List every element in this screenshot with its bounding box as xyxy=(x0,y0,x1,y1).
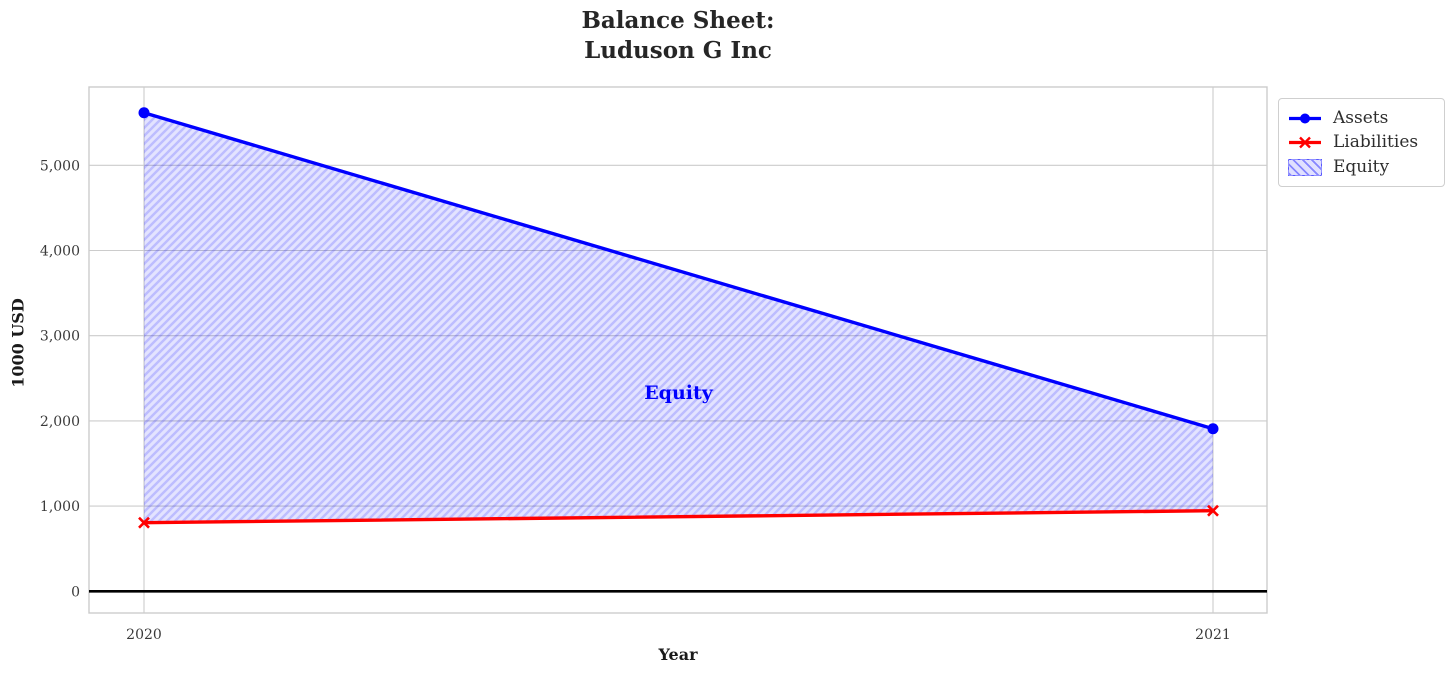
legend-item-equity: Equity xyxy=(1288,155,1436,179)
x-tick-label: 2020 xyxy=(126,627,162,643)
assets-marker xyxy=(138,107,150,119)
y-tick-label: 4,000 xyxy=(40,244,80,260)
y-axis-label: 1000 USD xyxy=(8,298,28,388)
assets-marker xyxy=(1207,423,1219,435)
y-tick-label: 1,000 xyxy=(40,499,80,515)
assets-line-icon xyxy=(1289,113,1321,123)
legend-label-liabilities: Liabilities xyxy=(1333,132,1419,152)
liabilities-line xyxy=(142,509,1215,525)
liabilities-marker xyxy=(1207,504,1219,517)
x-tick-label: 2021 xyxy=(1195,627,1231,643)
y-tick-label: 0 xyxy=(71,584,80,600)
equity-area-hatch xyxy=(144,112,1213,523)
equity-area-annotation: Equity xyxy=(644,381,713,404)
liabilities-line-icon xyxy=(1289,136,1321,149)
legend-item-liabilities: Liabilities xyxy=(1288,131,1436,155)
plot-border xyxy=(88,86,1268,614)
equity-hatch-icon xyxy=(1288,158,1322,176)
legend-label-assets: Assets xyxy=(1333,107,1389,128)
y-tick-label: 5,000 xyxy=(40,158,80,174)
chart-title-line1: Balance Sheet: xyxy=(581,7,775,34)
legend-item-assets: Assets xyxy=(1288,106,1436,130)
y-tick-label: 3,000 xyxy=(40,329,80,345)
x-axis-label: Year xyxy=(658,645,698,664)
y-tick-label: 2,000 xyxy=(40,414,80,430)
chart-legend: Assets Liabilities Equity xyxy=(1278,98,1445,187)
chart-title-line2: Luduson G Inc xyxy=(584,37,772,64)
legend-label-equity: Equity xyxy=(1333,156,1390,177)
liabilities-marker xyxy=(138,516,150,529)
assets-line xyxy=(142,111,1215,431)
chart-title: Balance Sheet: Luduson G Inc xyxy=(89,6,1267,66)
